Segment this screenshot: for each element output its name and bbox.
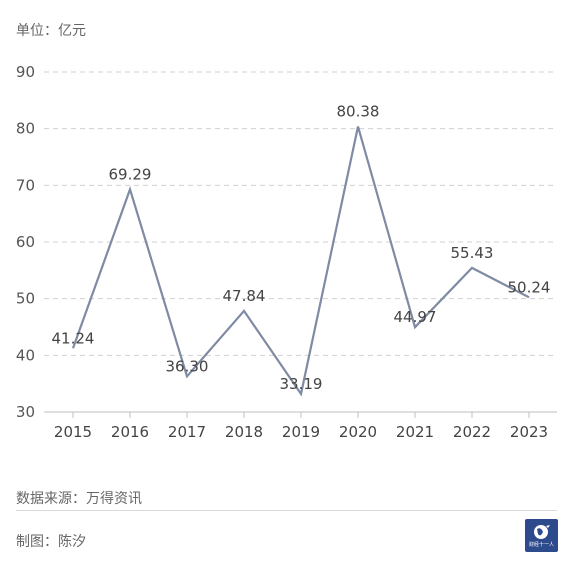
globe-icon	[533, 525, 550, 539]
x-tick-label: 2023	[510, 423, 548, 441]
x-tick-label: 2016	[111, 423, 149, 441]
x-tick-label: 2022	[453, 423, 491, 441]
chart-author: 制图：陈汐	[16, 534, 86, 550]
series-line-layer	[71, 126, 530, 397]
x-tick-label: 2021	[396, 423, 434, 441]
y-tick-label: 60	[16, 233, 35, 251]
data-label: 50.24	[508, 278, 551, 296]
y-tick-label: 30	[16, 403, 35, 421]
data-label: 36.30	[166, 357, 209, 375]
y-tick-label: 80	[16, 120, 35, 138]
data-label: 41.24	[52, 329, 95, 347]
data-label: 47.84	[223, 287, 266, 305]
x-tick-label: 2019	[282, 423, 320, 441]
publisher-logo: 财经十一人	[525, 519, 558, 552]
data-label: 80.38	[337, 103, 380, 121]
y-tick-label: 40	[16, 346, 35, 364]
series-line	[71, 126, 530, 397]
gridlines	[44, 71, 557, 356]
unit-label: 单位：亿元	[16, 23, 86, 39]
data-label: 55.43	[451, 244, 494, 262]
y-tick-label: 90	[16, 63, 35, 81]
x-axis-ticks: 2015 2016 2017 2018 2019 2020 2021 2022 2023	[54, 423, 548, 441]
x-axis	[44, 411, 557, 418]
data-source: 数据来源：万得资讯	[16, 491, 142, 507]
x-tick-label: 2020	[339, 423, 377, 441]
x-tick-label: 2015	[54, 423, 92, 441]
data-labels: 41.24 69.29 36.30 47.84 33.19 80.38 44.97 55.43…	[52, 103, 551, 393]
logo-text: 财经十一人	[528, 542, 554, 548]
y-tick-label: 50	[16, 290, 35, 308]
data-label: 44.97	[394, 308, 437, 326]
x-tick-label: 2018	[225, 423, 263, 441]
y-tick-label: 70	[16, 176, 35, 194]
data-label: 69.29	[109, 165, 152, 183]
y-axis-ticks: 30 40 50 60 70 80 90	[16, 63, 35, 421]
data-label: 33.19	[280, 375, 323, 393]
footer-divider	[16, 510, 557, 511]
x-tick-label: 2017	[168, 423, 206, 441]
